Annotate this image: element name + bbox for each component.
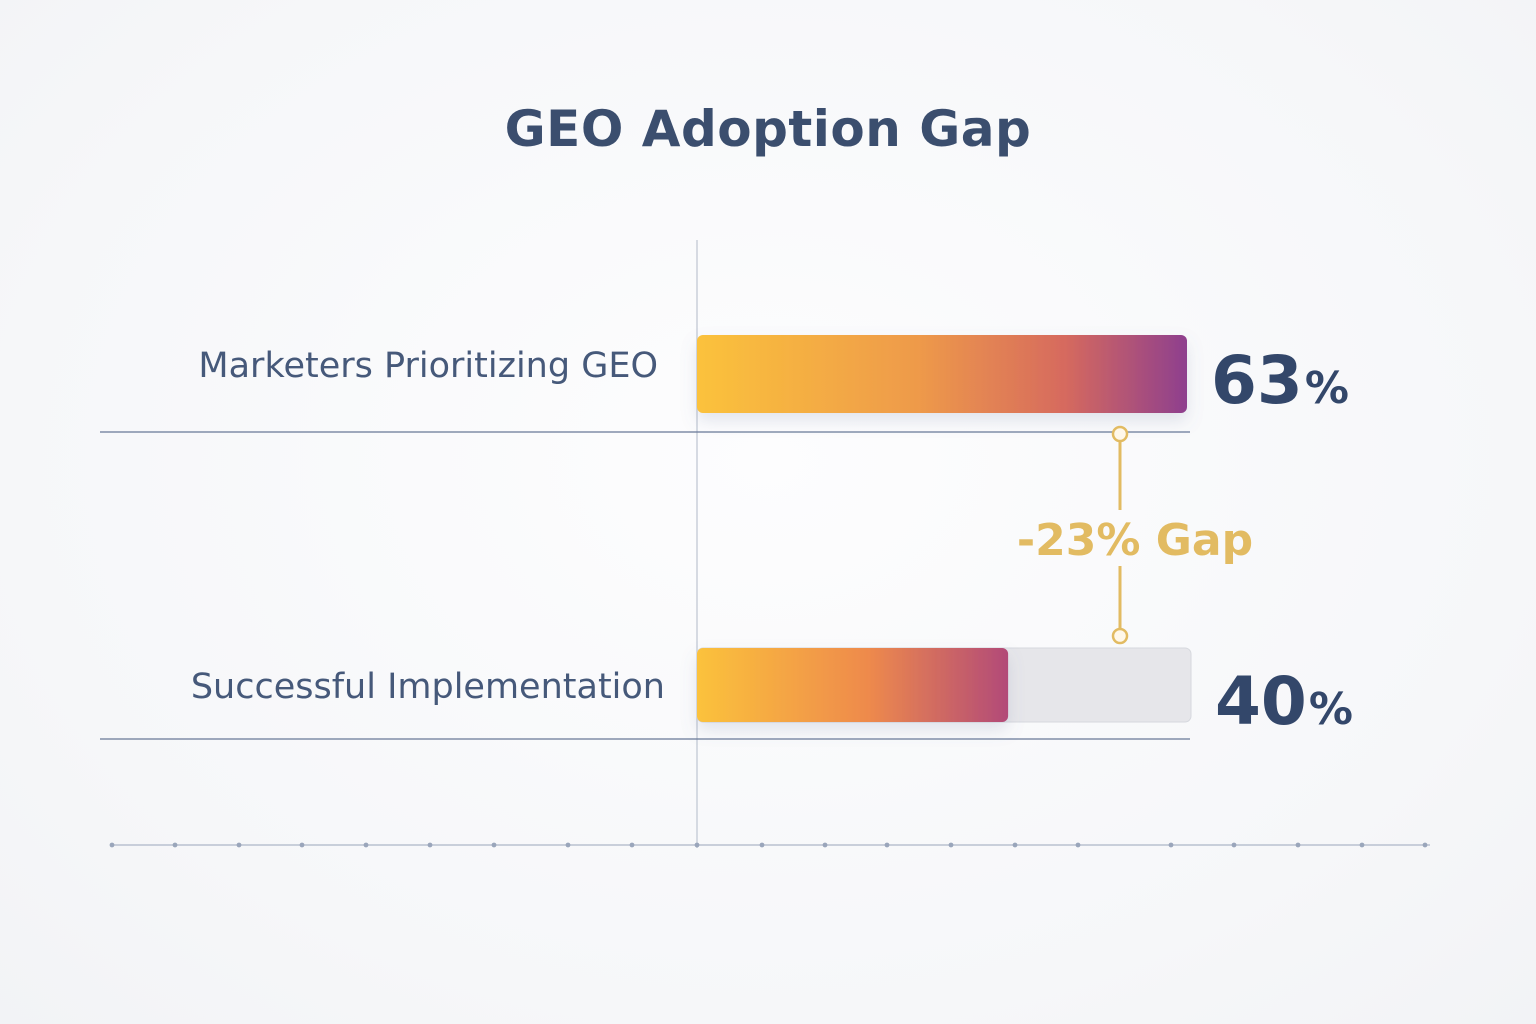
axis-tick-dot <box>1295 842 1301 848</box>
bar-1 <box>697 335 1187 413</box>
axis-tick-dot <box>491 842 497 848</box>
axis-tick-dot <box>1012 842 1018 848</box>
value-label: 40% <box>1215 663 1353 740</box>
value-label: 63% <box>1211 342 1349 419</box>
bar-layer <box>696 335 1192 723</box>
axis-tick-dot <box>172 842 178 848</box>
axis-tick-dot <box>1359 842 1365 848</box>
bar-2 <box>697 648 1009 722</box>
gap-annotation: -23% Gap <box>1017 425 1253 645</box>
axis-tick-dot <box>565 842 571 848</box>
axis-tick-dot <box>427 842 433 848</box>
axis-tick-dot <box>884 842 890 848</box>
label-layer: Marketers Prioritizing GEO 63% Successful … <box>191 342 1353 740</box>
axis-tick-dot <box>629 842 635 848</box>
axis-tick-dot <box>363 842 369 848</box>
axis-tick-dot <box>759 842 765 848</box>
axis-tick-dot <box>236 842 242 848</box>
gap-marker-bottom <box>1111 627 1129 645</box>
axis-tick-dot <box>694 842 700 848</box>
chart-title: GEO Adoption Gap <box>504 100 1032 158</box>
axis-tick-dot <box>1168 842 1174 848</box>
axis-tick-dot <box>1075 842 1081 848</box>
gap-label: -23% Gap <box>1017 515 1253 566</box>
axis-tick-dot <box>1231 842 1237 848</box>
axis-tick-dot <box>948 842 954 848</box>
category-label: Successful Implementation <box>191 667 665 707</box>
gap-marker-top <box>1111 425 1129 443</box>
category-label: Marketers Prioritizing GEO <box>198 346 658 386</box>
axis-tick-dot <box>822 842 828 848</box>
axis-tick-dot <box>109 842 115 848</box>
axis-tick-dot <box>1422 842 1428 848</box>
axis-tick-dot <box>299 842 305 848</box>
